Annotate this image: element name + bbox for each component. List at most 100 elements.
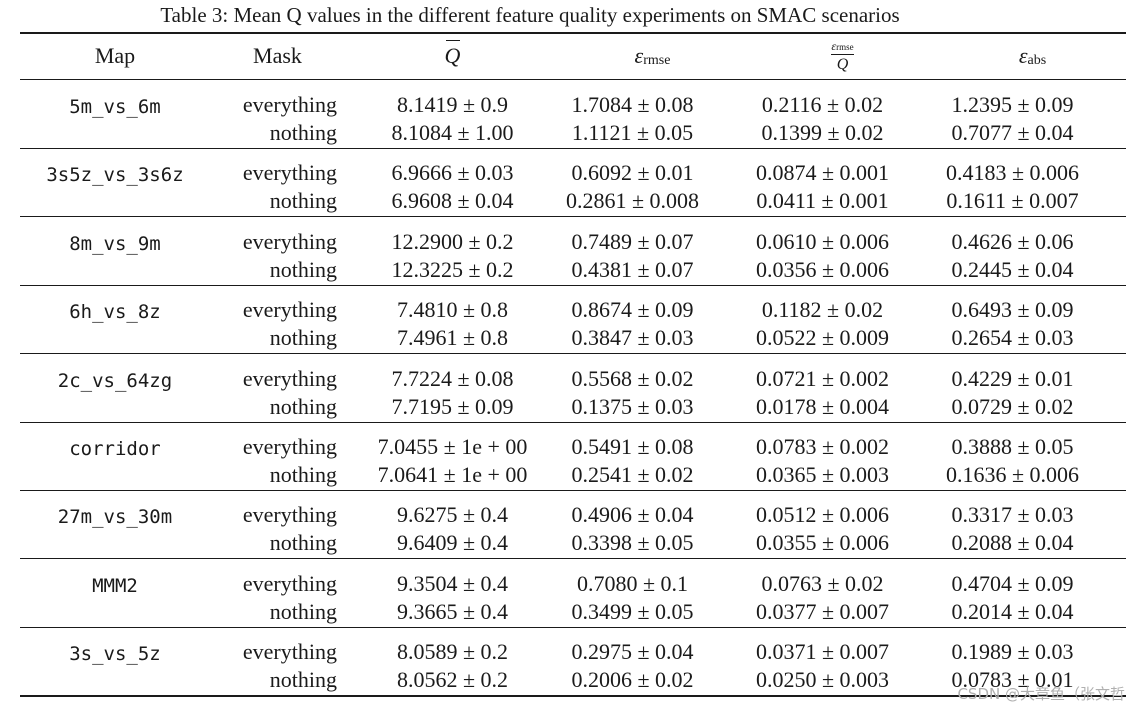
watermark: CSDN @大章鱼（张文哲 <box>957 685 1125 703</box>
ratio-cell: 0.0610 ± 0.006 0.0356 ± 0.006 <box>735 222 910 290</box>
header-mask: Mask <box>215 34 340 78</box>
q-value-nothing: 9.6409 ± 0.4 <box>396 530 509 555</box>
ratio-cell: 0.0371 ± 0.007 0.0250 ± 0.003 <box>735 632 910 700</box>
rmse-cell: 0.8674 ± 0.09 0.3847 ± 0.03 <box>545 290 720 358</box>
row-separator <box>20 353 1126 354</box>
rmse-cell: 0.7080 ± 0.1 0.3499 ± 0.05 <box>545 564 720 632</box>
mask-everything: everything <box>242 160 337 185</box>
q-value-nothing: 6.9608 ± 0.04 <box>391 188 514 213</box>
mask-nothing: nothing <box>269 667 337 692</box>
ratio-value-nothing: 0.0377 ± 0.007 <box>755 599 890 624</box>
q-value-nothing: 12.3225 ± 0.2 <box>391 257 514 282</box>
header-rmse-eps: ε <box>634 43 644 68</box>
ratio-value-everything: 0.0371 ± 0.007 <box>755 639 890 664</box>
map-name: 27m_vs_30m <box>57 506 173 528</box>
mask-nothing: nothing <box>269 599 337 624</box>
bottom-rule <box>20 695 1126 697</box>
rmse-value-nothing: 0.4381 ± 0.07 <box>571 257 694 282</box>
ratio-value-everything: 0.0874 ± 0.001 <box>755 160 890 185</box>
abs-cell: 0.4183 ± 0.006 0.1611 ± 0.007 <box>920 153 1105 221</box>
rmse-value-nothing: 0.3398 ± 0.05 <box>571 530 694 555</box>
rmse-cell: 1.7084 ± 0.08 1.1121 ± 0.05 <box>545 85 720 153</box>
abs-value-everything: 0.1989 ± 0.03 <box>951 639 1074 664</box>
ratio-value-everything: 0.2116 ± 0.02 <box>761 92 884 117</box>
row-separator <box>20 148 1126 149</box>
row-separator <box>20 627 1126 628</box>
header-ratio-eps: ε <box>831 38 837 53</box>
mask-cell: everything nothing <box>215 632 337 700</box>
mask-nothing: nothing <box>269 257 337 282</box>
abs-value-everything: 0.3888 ± 0.05 <box>951 434 1074 459</box>
mask-nothing: nothing <box>269 188 337 213</box>
row-separator <box>20 558 1126 559</box>
header-rmse: ε rmse <box>560 34 745 78</box>
abs-value-nothing: 0.7077 ± 0.04 <box>951 120 1074 145</box>
header-ratio-sub: rmse <box>836 41 854 52</box>
table-row-group: 6h_vs_8z everything nothing 7.4810 ± 0.8 7.4… <box>20 290 1126 358</box>
mask-nothing: nothing <box>269 394 337 419</box>
header-abs: ε abs <box>940 34 1125 78</box>
map-name: 3s_vs_5z <box>69 643 161 665</box>
q-value-nothing: 7.4961 ± 0.8 <box>396 325 509 350</box>
q-cell: 7.0455 ± 1e + 00 7.0641 ± 1e + 00 <box>330 427 575 495</box>
abs-value-nothing: 0.2445 ± 0.04 <box>951 257 1074 282</box>
rmse-value-everything: 0.4906 ± 0.04 <box>571 502 694 527</box>
ratio-value-nothing: 0.0178 ± 0.004 <box>755 394 890 419</box>
q-cell: 12.2900 ± 0.2 12.3225 ± 0.2 <box>330 222 575 290</box>
abs-value-everything: 0.6493 ± 0.09 <box>951 297 1074 322</box>
mask-everything: everything <box>242 297 337 322</box>
header-map: Map <box>40 34 190 78</box>
abs-value-nothing: 0.0729 ± 0.02 <box>951 394 1074 419</box>
abs-cell: 0.3317 ± 0.03 0.2088 ± 0.04 <box>920 495 1105 563</box>
rmse-cell: 0.6092 ± 0.01 0.2861 ± 0.008 <box>545 153 720 221</box>
table-row-group: 27m_vs_30m everything nothing 9.6275 ± 0.4 9… <box>20 495 1126 563</box>
mask-cell: everything nothing <box>215 290 337 358</box>
ratio-value-nothing: 0.0522 ± 0.009 <box>755 325 890 350</box>
q-value-nothing: 9.3665 ± 0.4 <box>396 599 509 624</box>
header-rule <box>20 79 1126 80</box>
mask-nothing: nothing <box>269 530 337 555</box>
abs-value-everything: 1.2395 ± 0.09 <box>951 92 1074 117</box>
ratio-cell: 0.1182 ± 0.02 0.0522 ± 0.009 <box>735 290 910 358</box>
rmse-value-everything: 0.7489 ± 0.07 <box>571 229 694 254</box>
q-value-everything: 7.0455 ± 1e + 00 <box>377 434 528 459</box>
rmse-value-everything: 0.8674 ± 0.09 <box>571 297 694 322</box>
ratio-value-everything: 0.0763 ± 0.02 <box>761 571 884 596</box>
q-cell: 7.4810 ± 0.8 7.4961 ± 0.8 <box>330 290 575 358</box>
ratio-cell: 0.0763 ± 0.02 0.0377 ± 0.007 <box>735 564 910 632</box>
map-name: 5m_vs_6m <box>69 96 161 118</box>
rmse-value-nothing: 0.1375 ± 0.03 <box>571 394 694 419</box>
rmse-cell: 0.5491 ± 0.08 0.2541 ± 0.02 <box>545 427 720 495</box>
q-value-everything: 7.4810 ± 0.8 <box>396 297 509 322</box>
abs-cell: 0.6493 ± 0.09 0.2654 ± 0.03 <box>920 290 1105 358</box>
mask-nothing: nothing <box>269 120 337 145</box>
rmse-cell: 0.5568 ± 0.02 0.1375 ± 0.03 <box>545 359 720 427</box>
table-row-group: MMM2 everything nothing 9.3504 ± 0.4 9.3665 … <box>20 564 1126 632</box>
q-cell: 6.9666 ± 0.03 6.9608 ± 0.04 <box>330 153 575 221</box>
ratio-value-nothing: 0.0365 ± 0.003 <box>755 462 890 487</box>
abs-cell: 0.4229 ± 0.01 0.0729 ± 0.02 <box>920 359 1105 427</box>
abs-value-nothing: 0.2654 ± 0.03 <box>951 325 1074 350</box>
table-row-group: 2c_vs_64zg everything nothing 7.7224 ± 0.08… <box>20 359 1126 427</box>
q-value-everything: 8.0589 ± 0.2 <box>396 639 509 664</box>
ratio-value-nothing: 0.0355 ± 0.006 <box>755 530 890 555</box>
q-value-everything: 9.6275 ± 0.4 <box>396 502 509 527</box>
abs-value-nothing: 0.1611 ± 0.007 <box>946 188 1079 213</box>
map-name: corridor <box>69 438 161 460</box>
mask-cell: everything nothing <box>215 495 337 563</box>
abs-value-nothing: 0.0783 ± 0.01 <box>951 667 1074 692</box>
ratio-value-nothing: 0.0250 ± 0.003 <box>755 667 890 692</box>
row-separator <box>20 285 1126 286</box>
abs-value-nothing: 0.1636 ± 0.006 <box>945 462 1080 487</box>
mask-cell: everything nothing <box>215 153 337 221</box>
rmse-value-everything: 0.2975 ± 0.04 <box>571 639 694 664</box>
table-row-group: 3s_vs_5z everything nothing 8.0589 ± 0.2 8.0… <box>20 632 1126 700</box>
rmse-value-nothing: 0.2541 ± 0.02 <box>571 462 694 487</box>
header-abs-sub: abs <box>1027 53 1047 68</box>
ratio-cell: 0.2116 ± 0.02 0.1399 ± 0.02 <box>735 85 910 153</box>
mask-cell: everything nothing <box>215 564 337 632</box>
table-row-group: corridor everything nothing 7.0455 ± 1e + 0… <box>20 427 1126 495</box>
rmse-value-nothing: 0.3847 ± 0.03 <box>571 325 694 350</box>
q-value-nothing: 8.1084 ± 1.00 <box>391 120 514 145</box>
row-separator <box>20 490 1126 491</box>
